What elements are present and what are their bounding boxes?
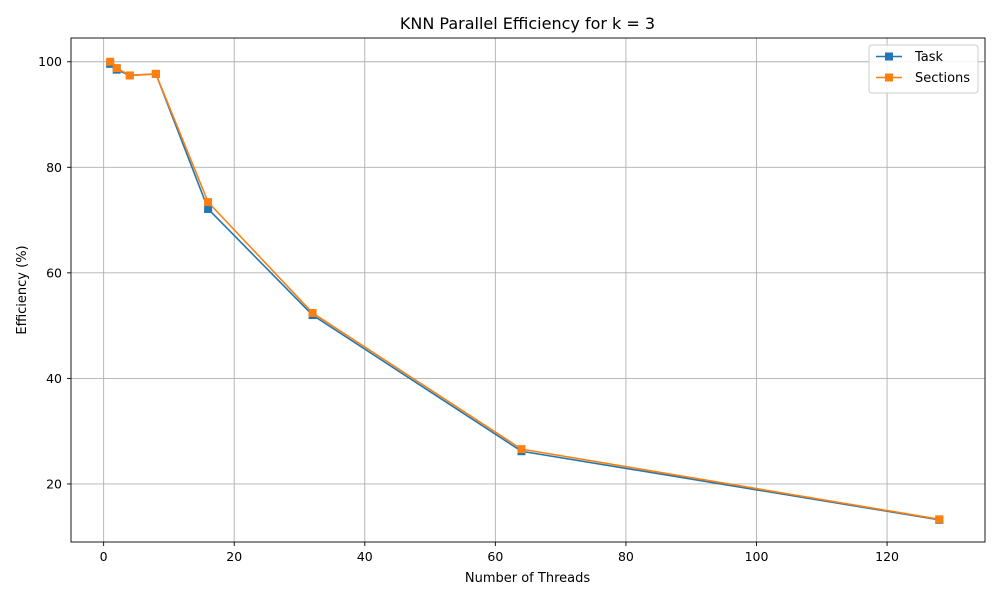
x-tick-label: 60: [487, 549, 503, 564]
data-point: [106, 57, 115, 66]
x-tick-label: 0: [100, 549, 108, 564]
legend-marker: [885, 52, 893, 61]
y-axis-title: Efficiency (%): [15, 245, 30, 334]
legend-label: Sections: [915, 71, 970, 86]
x-tick-label: 100: [745, 549, 769, 564]
legend-item-task: Task: [876, 50, 944, 65]
y-tick-label: 20: [46, 476, 62, 491]
data-point: [935, 515, 944, 524]
data-point: [112, 64, 121, 73]
series-sections: [106, 57, 944, 524]
x-axis-title: Number of Threads: [465, 571, 590, 586]
y-tick-label: 100: [38, 54, 62, 69]
x-tick-label: 40: [357, 549, 373, 564]
y-tick-label: 80: [46, 160, 62, 175]
data-point: [151, 69, 160, 78]
x-tick-label: 20: [226, 549, 242, 564]
legend-marker: [885, 73, 893, 82]
series-task: [106, 59, 944, 524]
data-point: [204, 204, 213, 213]
x-tick-label: 120: [875, 549, 899, 564]
data-point: [308, 308, 317, 317]
legend-label: Task: [914, 50, 944, 65]
x-tick-label: 80: [618, 549, 634, 564]
legend: Task Sections: [868, 44, 979, 94]
data-point: [204, 198, 213, 207]
data-point: [125, 71, 134, 80]
y-tick-label: 60: [46, 265, 62, 280]
plot-frame: [70, 37, 986, 543]
data-point: [517, 445, 526, 454]
y-tick-label: 40: [46, 371, 62, 386]
chart-title: KNN Parallel Efficiency for k = 3: [400, 14, 655, 33]
series-layer: [106, 57, 944, 524]
legend-item-sections: Sections: [876, 71, 970, 86]
grid-lines: [71, 38, 985, 542]
axis-ticks: 0 20 40 60 80 100 120 20 40 60 80 100: [38, 54, 899, 564]
